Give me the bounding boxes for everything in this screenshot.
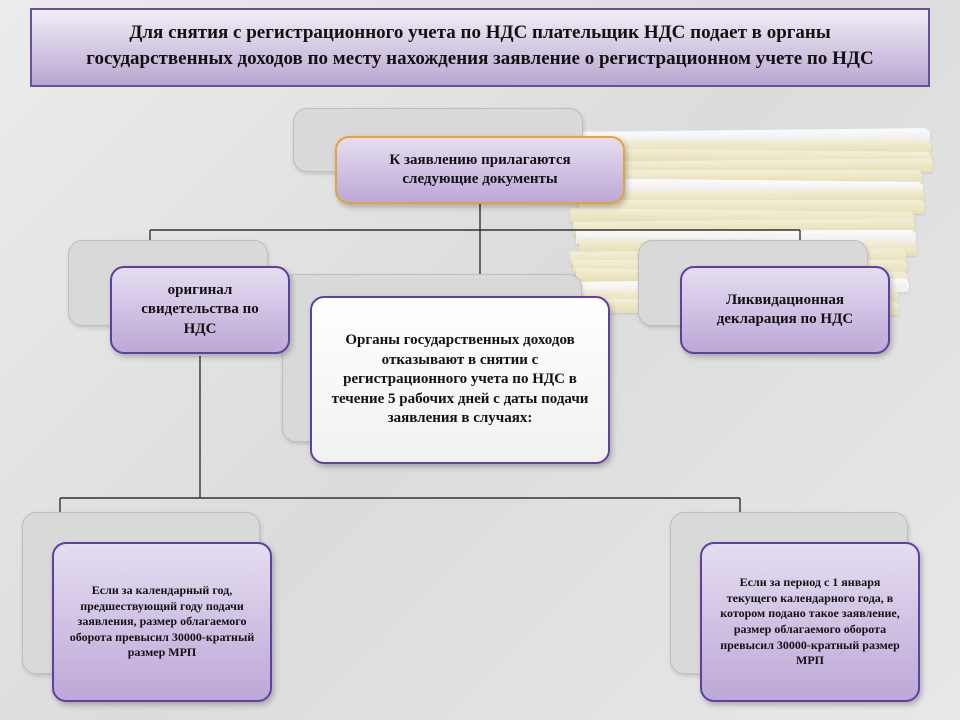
node-right1-label: Ликвидационная декларация по НДС	[696, 291, 874, 330]
node-bottom_left-label: Если за календарный год, предшествующий …	[68, 583, 256, 661]
node-center1-label: Органы государственных доходов отказываю…	[326, 331, 594, 429]
node-bottom_right: Если за период с 1 января текущего кален…	[700, 542, 920, 702]
node-left1-label: оригинал свидетельства по НДС	[126, 281, 274, 340]
node-bottom_right-label: Если за период с 1 января текущего кален…	[716, 575, 904, 669]
node-root: К заявлению прилагаются следующие докуме…	[335, 136, 625, 204]
node-root-label: К заявлению прилагаются следующие докуме…	[351, 151, 609, 190]
page: Для снятия с регистрационного учета по Н…	[0, 0, 960, 720]
header-box: Для снятия с регистрационного учета по Н…	[30, 8, 930, 87]
node-left1: оригинал свидетельства по НДС	[110, 266, 290, 354]
node-right1: Ликвидационная декларация по НДС	[680, 266, 890, 354]
header-text: Для снятия с регистрационного учета по Н…	[86, 22, 873, 69]
node-bottom_left: Если за календарный год, предшествующий …	[52, 542, 272, 702]
node-center1: Органы государственных доходов отказываю…	[310, 296, 610, 464]
